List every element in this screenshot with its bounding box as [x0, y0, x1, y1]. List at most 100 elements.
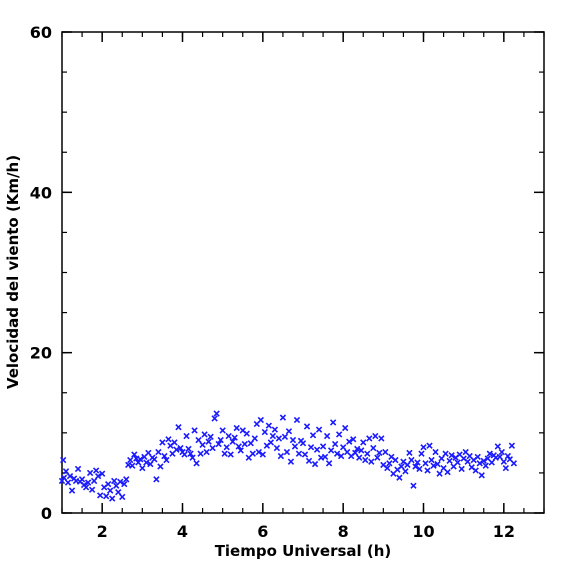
data-point	[173, 446, 180, 453]
data-point	[195, 436, 202, 444]
data-point	[157, 463, 164, 470]
data-point	[155, 448, 162, 456]
data-point	[360, 439, 367, 446]
data-point	[404, 461, 411, 469]
data-point	[229, 438, 236, 445]
x-tick-label: 4	[177, 522, 188, 541]
data-point	[177, 444, 184, 452]
data-point	[438, 455, 445, 462]
x-tick-labels: 2 4 6 8 10 12	[97, 522, 515, 541]
data-point	[502, 464, 510, 472]
data-point	[259, 451, 266, 458]
data-point	[442, 450, 449, 457]
data-point	[488, 459, 495, 466]
data-point	[319, 443, 327, 450]
data-point	[251, 435, 258, 442]
data-point	[147, 460, 154, 468]
plot-frame	[61, 31, 545, 514]
data-point	[358, 447, 365, 454]
data-point	[215, 440, 222, 448]
data-point	[474, 453, 481, 461]
data-point	[94, 472, 102, 480]
data-point	[247, 440, 254, 447]
y-tick-label: 0	[41, 504, 52, 523]
data-point	[277, 452, 285, 460]
data-point	[185, 445, 192, 453]
data-point	[275, 435, 283, 442]
data-point	[183, 432, 190, 440]
data-point	[119, 493, 126, 501]
data-point	[342, 424, 349, 432]
x-tick-label: 2	[97, 522, 108, 541]
data-point	[227, 451, 234, 458]
data-point	[454, 459, 461, 466]
data-point	[127, 456, 134, 464]
data-point	[482, 462, 489, 469]
data-point	[145, 449, 152, 457]
data-point	[500, 458, 507, 465]
data-point	[331, 440, 339, 448]
data-point	[187, 450, 194, 457]
data-point	[60, 474, 68, 481]
data-point	[88, 486, 96, 493]
data-point	[356, 454, 363, 461]
data-point	[301, 451, 309, 458]
data-point	[291, 443, 299, 450]
data-point	[191, 427, 198, 434]
data-point	[416, 465, 423, 473]
data-point	[99, 470, 106, 477]
data-point	[340, 444, 347, 451]
data-point	[323, 432, 331, 440]
data-point	[207, 433, 214, 441]
data-point	[376, 449, 383, 457]
data-point	[243, 430, 250, 437]
data-point	[364, 450, 371, 457]
data-point	[444, 468, 451, 476]
data-point	[386, 460, 393, 467]
data-point	[289, 436, 297, 444]
x-axis-label: Tiempo Universal (h)	[215, 542, 392, 560]
data-point	[151, 456, 158, 463]
data-point	[109, 495, 116, 502]
data-points	[58, 410, 518, 502]
data-point	[213, 410, 220, 417]
data-point	[408, 456, 415, 464]
data-point	[366, 435, 373, 442]
data-point	[193, 460, 200, 467]
data-point	[211, 415, 218, 422]
data-point	[121, 480, 128, 488]
data-point	[315, 426, 323, 433]
data-point	[281, 433, 289, 441]
data-point	[321, 453, 329, 461]
data-point	[430, 462, 437, 469]
data-point	[249, 450, 256, 457]
data-point	[446, 457, 453, 465]
data-point	[311, 460, 319, 468]
data-point	[434, 460, 441, 468]
data-point	[420, 444, 427, 451]
data-point	[86, 469, 94, 477]
data-point	[159, 439, 166, 446]
data-point	[382, 448, 389, 456]
data-point	[422, 460, 429, 467]
data-point	[58, 477, 66, 485]
data-point	[307, 444, 315, 451]
data-point	[418, 450, 425, 457]
data-point	[346, 438, 353, 445]
data-point	[64, 479, 72, 486]
data-point	[105, 480, 112, 488]
data-point	[111, 477, 118, 485]
data-point	[131, 451, 138, 458]
data-point	[223, 444, 230, 451]
x-tick-label: 8	[338, 522, 349, 541]
data-point	[325, 460, 333, 467]
data-point	[333, 450, 341, 457]
data-point	[82, 484, 90, 491]
data-point	[458, 465, 465, 473]
data-point	[436, 470, 443, 477]
data-point	[197, 450, 204, 457]
data-point	[424, 467, 431, 474]
data-point	[283, 448, 291, 456]
data-point	[273, 444, 281, 452]
